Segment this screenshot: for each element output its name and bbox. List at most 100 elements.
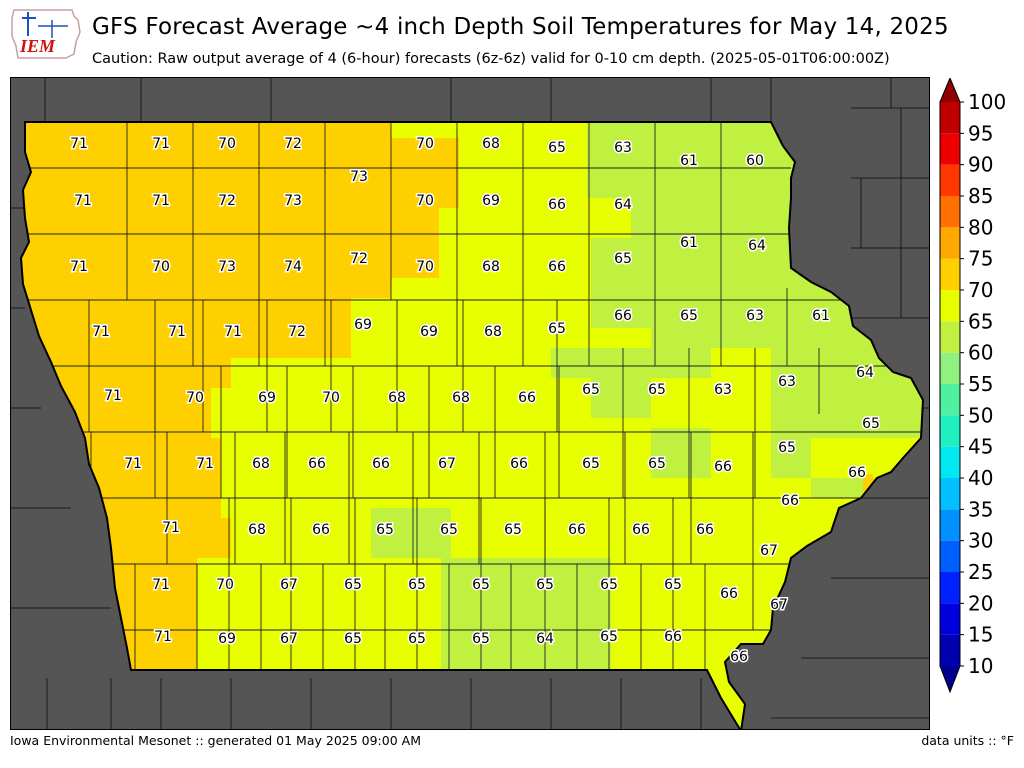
county-value: 65 — [862, 416, 880, 432]
county-value: 71 — [154, 629, 172, 645]
county-value: 70 — [152, 259, 170, 275]
county-value: 70 — [416, 136, 434, 152]
logo-text: IEM — [19, 36, 56, 56]
county-value: 70 — [416, 259, 434, 275]
county-value: 67 — [280, 631, 298, 647]
colorbar-bin — [940, 352, 960, 384]
county-value: 66 — [632, 522, 650, 538]
county-value: 64 — [536, 631, 554, 647]
county-value: 66 — [312, 522, 330, 538]
colorbar-tick-label: 100 — [968, 90, 1006, 114]
county-value: 64 — [748, 238, 766, 254]
county-value: 71 — [70, 136, 88, 152]
county-value: 66 — [848, 465, 866, 481]
colorbar-tick-label: 25 — [968, 560, 993, 584]
footer-credit: Iowa Environmental Mesonet :: generated … — [10, 733, 421, 748]
county-value: 70 — [322, 390, 340, 406]
county-value: 72 — [288, 324, 306, 340]
county-value: 60 — [746, 153, 764, 169]
colorbar-above-arrow — [940, 78, 960, 102]
county-value: 67 — [760, 543, 778, 559]
county-value: 71 — [124, 456, 142, 472]
county-value: 70 — [216, 577, 234, 593]
colorbar-bin — [940, 415, 960, 447]
county-value: 66 — [614, 308, 632, 324]
county-value: 61 — [680, 153, 698, 169]
county-value: 71 — [224, 324, 242, 340]
county-value: 65 — [408, 577, 426, 593]
county-value: 65 — [536, 577, 554, 593]
map-panel: 71 71 70 72 73 70 68 65 63 61 60 71 71 72 73 70 69 66 64 61… — [10, 77, 930, 730]
county-value: 69 — [218, 631, 236, 647]
county-value: 68 — [484, 324, 502, 340]
county-value: 70 — [186, 390, 204, 406]
county-value: 66 — [568, 522, 586, 538]
iem-logo: IEM — [11, 9, 81, 59]
county-value: 72 — [350, 251, 368, 267]
county-value: 70 — [416, 193, 434, 209]
colorbar-tick-label: 50 — [968, 403, 993, 427]
county-value: 69 — [420, 324, 438, 340]
county-value: 73 — [218, 259, 236, 275]
county-value: 65 — [504, 522, 522, 538]
county-value: 63 — [746, 308, 764, 324]
county-value: 72 — [284, 136, 302, 152]
county-value: 71 — [152, 577, 170, 593]
county-value: 68 — [482, 136, 500, 152]
county-value: 73 — [350, 169, 368, 185]
map-subtitle: Caution: Raw output average of 4 (6-hour… — [92, 51, 890, 67]
county-value: 68 — [482, 259, 500, 275]
county-value: 65 — [664, 577, 682, 593]
colorbar-bin — [940, 384, 960, 416]
colorbar-tick-label: 95 — [968, 121, 993, 145]
colorbar-tick-label: 30 — [968, 529, 993, 553]
county-value: 66 — [308, 456, 326, 472]
colorbar-bin — [940, 258, 960, 290]
county-value: 68 — [248, 522, 266, 538]
county-value: 63 — [778, 374, 796, 390]
county-value: 65 — [648, 382, 666, 398]
county-value: 65 — [582, 456, 600, 472]
county-value: 66 — [714, 459, 732, 475]
colorbar-tick-label: 15 — [968, 623, 993, 647]
county-value: 72 — [218, 193, 236, 209]
county-value: 65 — [408, 631, 426, 647]
county-value: 73 — [284, 193, 302, 209]
county-value: 71 — [152, 193, 170, 209]
colorbar-tick-label: 40 — [968, 466, 993, 490]
county-value: 66 — [730, 649, 748, 665]
colorbar-tick-label: 70 — [968, 278, 993, 302]
county-value: 68 — [452, 390, 470, 406]
county-value: 64 — [856, 365, 874, 381]
county-value: 71 — [92, 324, 110, 340]
colorbar-bin — [940, 509, 960, 541]
county-value: 71 — [70, 259, 88, 275]
county-value: 69 — [354, 317, 372, 333]
county-value: 64 — [614, 197, 632, 213]
county-value: 65 — [376, 522, 394, 538]
county-value: 71 — [74, 193, 92, 209]
county-value: 61 — [812, 308, 830, 324]
county-value: 71 — [104, 388, 122, 404]
county-value: 65 — [582, 382, 600, 398]
county-value: 69 — [258, 390, 276, 406]
colorbar-bin — [940, 321, 960, 353]
county-value: 68 — [388, 390, 406, 406]
colorbar-bin — [940, 290, 960, 322]
county-value: 65 — [344, 631, 362, 647]
footer-units: data units :: °F — [921, 733, 1014, 748]
county-value: 65 — [600, 577, 618, 593]
county-value: 66 — [664, 629, 682, 645]
colorbar-bin — [940, 446, 960, 478]
colorbar-tick-label: 10 — [968, 654, 993, 678]
colorbar-bin — [940, 164, 960, 196]
county-value: 66 — [781, 493, 799, 509]
county-value: 66 — [720, 586, 738, 602]
county-value: 66 — [510, 456, 528, 472]
colorbar-tick-label: 90 — [968, 153, 993, 177]
colorbar-below-arrow — [940, 666, 960, 692]
county-value: 65 — [648, 456, 666, 472]
colorbar-bin — [940, 133, 960, 165]
colorbar-tick-label: 80 — [968, 215, 993, 239]
colorbar-bin — [940, 196, 960, 228]
